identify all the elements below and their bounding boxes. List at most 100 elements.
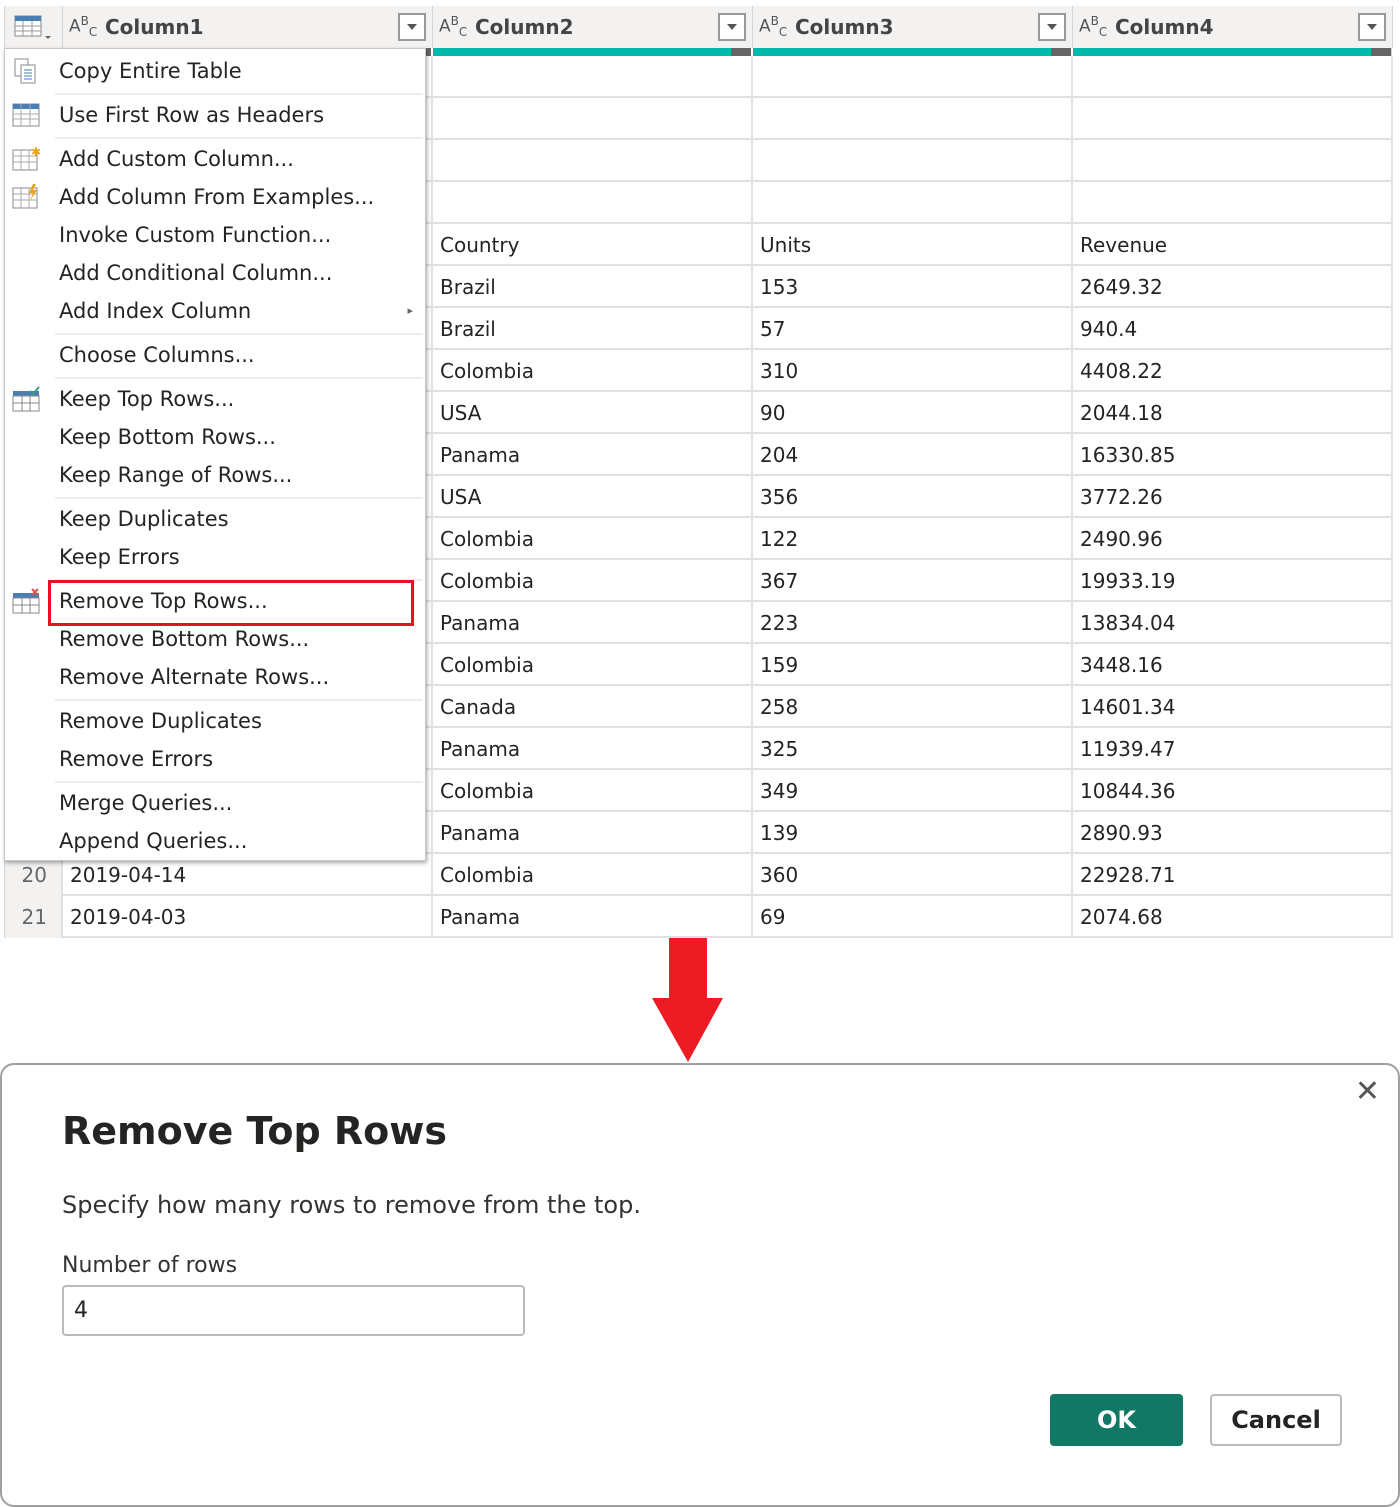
table-cell[interactable]: Revenue: [1073, 224, 1393, 266]
table-cell[interactable]: 356: [753, 476, 1073, 518]
table-cell[interactable]: [1073, 56, 1393, 98]
table-cell[interactable]: Panama: [433, 728, 753, 770]
menu-item-keep-top-rows[interactable]: Keep Top Rows...: [5, 380, 425, 418]
number-of-rows-input[interactable]: [62, 1285, 525, 1336]
table-cell[interactable]: Panama: [433, 434, 753, 476]
table-cell[interactable]: [63, 476, 433, 518]
table-cell[interactable]: [1073, 182, 1393, 224]
table-cell[interactable]: 2490.96: [1073, 518, 1393, 560]
table-cell[interactable]: 223: [753, 602, 1073, 644]
menu-item-remove-top-rows[interactable]: Remove Top Rows...: [5, 580, 425, 626]
column-filter-dropdown[interactable]: [1358, 13, 1386, 41]
menu-item-copy-entire-table[interactable]: Copy Entire Table: [5, 52, 425, 90]
table-cell[interactable]: 139: [753, 812, 1073, 854]
table-cell[interactable]: Country: [433, 224, 753, 266]
column-header-3[interactable]: ABC Column3: [753, 6, 1073, 48]
table-cell[interactable]: [63, 434, 433, 476]
column-header-1[interactable]: ABC Column1: [63, 6, 433, 48]
table-cell[interactable]: [753, 182, 1073, 224]
menu-item-invoke-custom-function[interactable]: Invoke Custom Function...: [5, 216, 425, 254]
table-cell[interactable]: 22928.71: [1073, 854, 1393, 896]
table-cell[interactable]: [63, 560, 433, 602]
table-cell[interactable]: [63, 56, 433, 98]
table-cell[interactable]: Colombia: [433, 518, 753, 560]
menu-item-remove-errors[interactable]: Remove Errors: [5, 740, 425, 778]
table-cell[interactable]: 940.4: [1073, 308, 1393, 350]
table-cell[interactable]: 3772.26: [1073, 476, 1393, 518]
table-cell[interactable]: 2649.32: [1073, 266, 1393, 308]
table-cell[interactable]: 69: [753, 896, 1073, 938]
table-cell[interactable]: 325: [753, 728, 1073, 770]
table-cell[interactable]: [753, 140, 1073, 182]
table-cell[interactable]: [433, 98, 753, 140]
table-cell[interactable]: 2019-04-14: [63, 854, 433, 896]
table-cell[interactable]: 159: [753, 644, 1073, 686]
column-filter-dropdown[interactable]: [398, 13, 426, 41]
menu-item-append-queries[interactable]: Append Queries...: [5, 822, 425, 860]
menu-item-remove-duplicates[interactable]: Remove Duplicates: [5, 702, 425, 740]
table-cell[interactable]: 11939.47: [1073, 728, 1393, 770]
table-cell[interactable]: [63, 350, 433, 392]
table-cell[interactable]: 2074.68: [1073, 896, 1393, 938]
table-cell[interactable]: 310: [753, 350, 1073, 392]
table-cell[interactable]: [63, 518, 433, 560]
menu-item-keep-errors[interactable]: Keep Errors: [5, 538, 425, 576]
table-cell[interactable]: Panama: [433, 602, 753, 644]
table-cell[interactable]: 2890.93: [1073, 812, 1393, 854]
column-filter-dropdown[interactable]: [718, 13, 746, 41]
table-cell[interactable]: [63, 686, 433, 728]
column-header-2[interactable]: ABC Column2: [433, 6, 753, 48]
table-cell[interactable]: [63, 728, 433, 770]
table-cell[interactable]: 122: [753, 518, 1073, 560]
table-cell[interactable]: Colombia: [433, 644, 753, 686]
table-cell[interactable]: [753, 98, 1073, 140]
table-cell[interactable]: [63, 812, 433, 854]
column-filter-dropdown[interactable]: [1038, 13, 1066, 41]
table-cell[interactable]: [433, 182, 753, 224]
table-cell[interactable]: 57: [753, 308, 1073, 350]
table-cell[interactable]: [63, 392, 433, 434]
table-cell[interactable]: Brazil: [433, 308, 753, 350]
menu-item-add-index-column[interactable]: Add Index Column ▸: [5, 292, 425, 330]
table-cell[interactable]: 16330.85: [1073, 434, 1393, 476]
table-cell[interactable]: Colombia: [433, 560, 753, 602]
table-cell[interactable]: 367: [753, 560, 1073, 602]
table-cell[interactable]: 4408.22: [1073, 350, 1393, 392]
table-cell[interactable]: [63, 644, 433, 686]
table-cell[interactable]: [63, 140, 433, 182]
menu-item-use-first-row-as-headers[interactable]: Use First Row as Headers: [5, 96, 425, 134]
column-header-4[interactable]: ABC Column4: [1073, 6, 1393, 48]
table-cell[interactable]: 14601.34: [1073, 686, 1393, 728]
table-cell[interactable]: [63, 182, 433, 224]
table-cell[interactable]: 19933.19: [1073, 560, 1393, 602]
table-cell[interactable]: 10844.36: [1073, 770, 1393, 812]
table-cell[interactable]: USA: [433, 476, 753, 518]
table-cell[interactable]: Units: [753, 224, 1073, 266]
table-cell[interactable]: 3448.16: [1073, 644, 1393, 686]
table-cell[interactable]: [753, 56, 1073, 98]
menu-item-keep-bottom-rows[interactable]: Keep Bottom Rows...: [5, 418, 425, 456]
text-type-icon[interactable]: ABC: [69, 14, 98, 40]
menu-item-add-custom-column[interactable]: ✱ Add Custom Column...: [5, 140, 425, 178]
table-cell[interactable]: 258: [753, 686, 1073, 728]
menu-item-merge-queries[interactable]: Merge Queries...: [5, 784, 425, 822]
table-cell[interactable]: Brazil: [433, 266, 753, 308]
table-cell[interactable]: Panama: [433, 812, 753, 854]
table-cell[interactable]: 349: [753, 770, 1073, 812]
table-cell[interactable]: [63, 98, 433, 140]
menu-item-add-conditional-column[interactable]: Add Conditional Column...: [5, 254, 425, 292]
table-cell[interactable]: 13834.04: [1073, 602, 1393, 644]
table-cell[interactable]: Panama: [433, 896, 753, 938]
table-cell[interactable]: 204: [753, 434, 1073, 476]
ok-button[interactable]: OK: [1050, 1394, 1183, 1446]
table-cell[interactable]: [63, 770, 433, 812]
cancel-button[interactable]: Cancel: [1210, 1394, 1342, 1446]
table-cell[interactable]: [1073, 140, 1393, 182]
table-cell[interactable]: [63, 602, 433, 644]
table-cell[interactable]: [433, 140, 753, 182]
text-type-icon[interactable]: ABC: [1079, 14, 1108, 40]
table-cell[interactable]: 360: [753, 854, 1073, 896]
menu-item-remove-alternate-rows[interactable]: Remove Alternate Rows...: [5, 658, 425, 696]
menu-item-add-column-from-examples[interactable]: Add Column From Examples...: [5, 178, 425, 216]
menu-item-remove-bottom-rows[interactable]: Remove Bottom Rows...: [5, 620, 425, 658]
